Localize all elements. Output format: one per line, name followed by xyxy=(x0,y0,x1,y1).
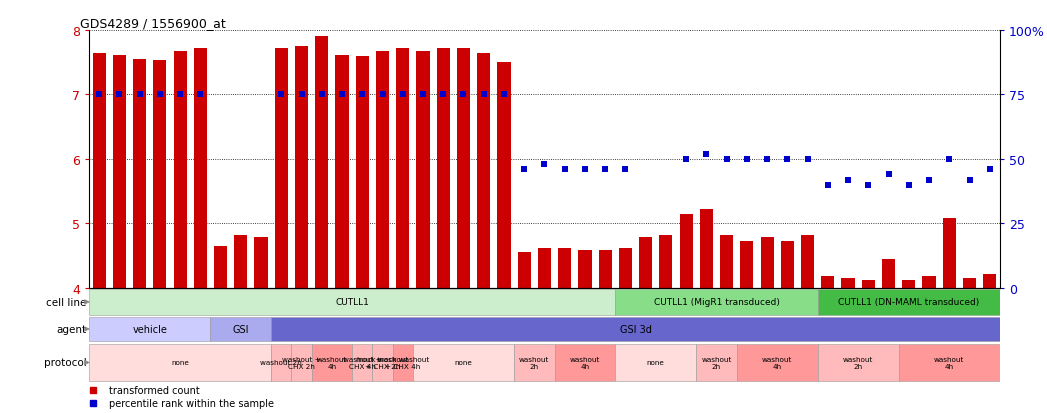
Text: washout
4h: washout 4h xyxy=(762,356,793,369)
Bar xyxy=(903,280,915,288)
Bar xyxy=(801,235,815,288)
Text: CUTLL1 (MigR1 transduced): CUTLL1 (MigR1 transduced) xyxy=(653,298,779,307)
Bar xyxy=(696,344,737,382)
Bar xyxy=(963,278,976,288)
Text: GSI: GSI xyxy=(232,324,249,334)
Text: percentile rank within the sample: percentile rank within the sample xyxy=(109,398,274,408)
Bar xyxy=(538,248,551,288)
Bar xyxy=(271,317,1000,341)
Bar xyxy=(413,344,514,382)
Text: none: none xyxy=(647,360,665,366)
Bar xyxy=(437,49,450,288)
Text: GSI 3d: GSI 3d xyxy=(620,324,651,334)
Text: CUTLL1 (DN-MAML transduced): CUTLL1 (DN-MAML transduced) xyxy=(839,298,979,307)
Bar xyxy=(737,344,818,382)
Text: cell line: cell line xyxy=(46,297,86,307)
Bar xyxy=(89,317,210,341)
Bar xyxy=(898,344,1000,382)
Bar xyxy=(89,289,616,315)
Bar xyxy=(821,276,834,288)
Bar xyxy=(619,248,632,288)
Text: transformed count: transformed count xyxy=(109,385,200,394)
Bar xyxy=(599,251,611,288)
Bar xyxy=(558,248,572,288)
Text: washout +
CHX 4h: washout + CHX 4h xyxy=(342,356,382,369)
Bar xyxy=(396,49,409,288)
Bar xyxy=(882,259,895,288)
Bar xyxy=(616,344,696,382)
Text: none: none xyxy=(454,360,472,366)
Bar xyxy=(194,49,207,288)
Text: washout
4h: washout 4h xyxy=(316,356,348,369)
Text: agent: agent xyxy=(57,324,86,334)
Bar xyxy=(214,246,227,288)
Text: washout
2h: washout 2h xyxy=(701,356,732,369)
Bar xyxy=(312,344,352,382)
Text: protocol: protocol xyxy=(44,358,86,368)
Bar xyxy=(352,344,373,382)
Bar xyxy=(517,253,531,288)
Text: washout
2h: washout 2h xyxy=(843,356,873,369)
Bar xyxy=(356,57,369,288)
Bar xyxy=(291,344,312,382)
Text: washout +
CHX 2h: washout + CHX 2h xyxy=(282,356,321,369)
Bar xyxy=(477,53,490,288)
Text: washout
4h: washout 4h xyxy=(570,356,600,369)
Bar xyxy=(417,52,429,288)
Bar xyxy=(376,52,389,288)
Bar xyxy=(315,38,329,288)
Bar xyxy=(393,344,413,382)
Bar xyxy=(680,214,693,288)
Bar xyxy=(153,61,166,288)
Bar xyxy=(922,276,936,288)
Text: none: none xyxy=(171,360,190,366)
Text: mock washout
+ CHX 2h: mock washout + CHX 2h xyxy=(356,356,408,369)
Bar xyxy=(235,235,247,288)
Bar xyxy=(720,235,733,288)
Bar xyxy=(89,344,271,382)
Bar xyxy=(616,289,818,315)
Bar xyxy=(942,218,956,288)
Bar xyxy=(699,210,713,288)
Text: washout
4h: washout 4h xyxy=(934,356,964,369)
Bar xyxy=(862,280,875,288)
Bar xyxy=(983,274,997,288)
Bar xyxy=(92,53,106,288)
Bar xyxy=(373,344,393,382)
Text: vehicle: vehicle xyxy=(132,324,168,334)
Bar xyxy=(133,60,147,288)
Bar xyxy=(842,278,854,288)
Text: mock washout
+ CHX 4h: mock washout + CHX 4h xyxy=(377,356,429,369)
Bar xyxy=(740,242,754,288)
Bar xyxy=(660,235,672,288)
Bar xyxy=(456,49,470,288)
Bar xyxy=(781,242,794,288)
Bar xyxy=(760,238,774,288)
Bar xyxy=(514,344,555,382)
Bar xyxy=(295,47,308,288)
Bar xyxy=(639,238,652,288)
Text: washout 2h: washout 2h xyxy=(261,360,303,366)
Bar xyxy=(555,344,616,382)
Bar xyxy=(818,289,1000,315)
Bar xyxy=(174,52,186,288)
Bar xyxy=(335,55,349,288)
Bar xyxy=(818,344,898,382)
Bar xyxy=(210,317,271,341)
Bar xyxy=(113,55,126,288)
Bar xyxy=(578,251,592,288)
Text: GDS4289 / 1556900_at: GDS4289 / 1556900_at xyxy=(80,17,226,30)
Text: washout
2h: washout 2h xyxy=(519,356,550,369)
Bar xyxy=(274,49,288,288)
Bar xyxy=(254,238,268,288)
Bar xyxy=(271,344,291,382)
Text: CUTLL1: CUTLL1 xyxy=(335,298,370,307)
Bar xyxy=(497,63,511,288)
